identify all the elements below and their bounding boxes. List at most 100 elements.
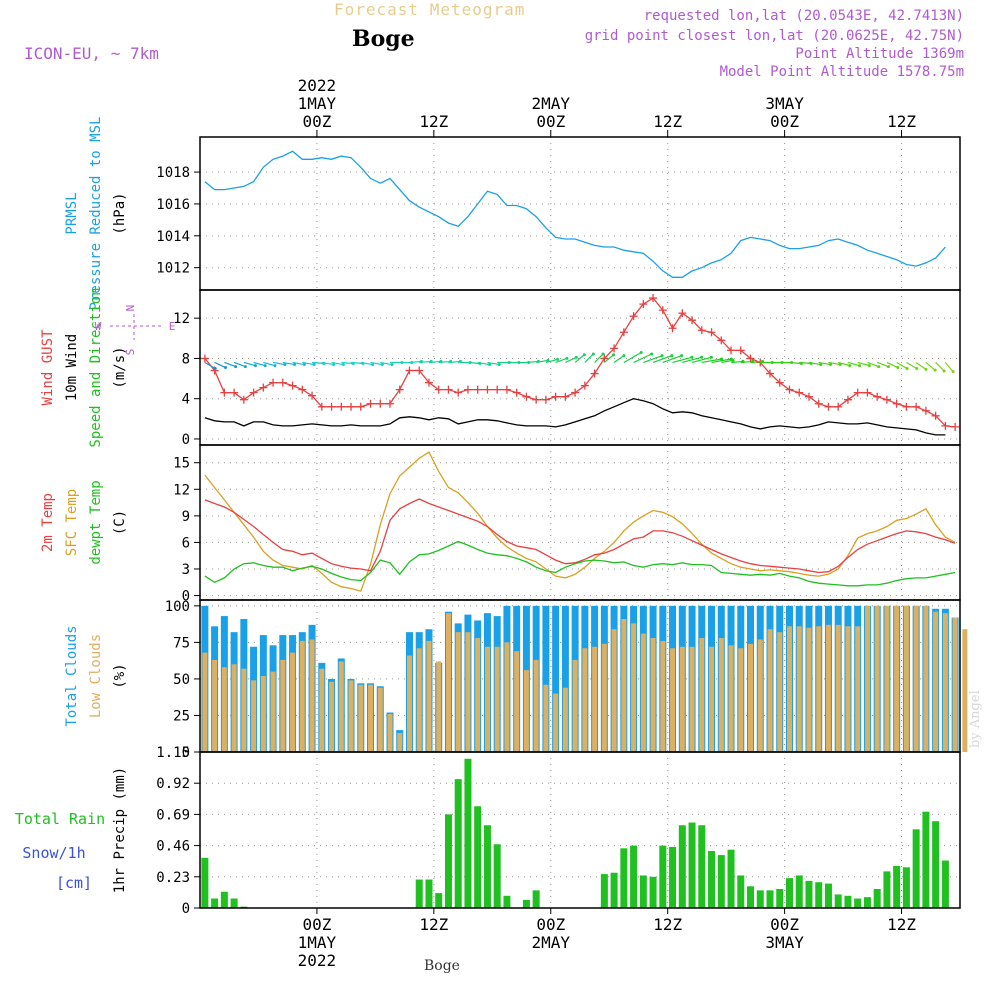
wind-arrow <box>409 360 422 364</box>
wind-arrow <box>603 354 614 363</box>
marker-gust <box>308 391 317 400</box>
bar-rain <box>678 825 686 908</box>
wind-arrow-head <box>915 366 919 370</box>
ylabel-clouds: (%) <box>112 663 128 688</box>
wind-arrow <box>857 361 870 367</box>
bar-low_clouds <box>553 693 559 752</box>
bar-low_clouds <box>933 611 939 752</box>
ytick-label-clouds: 25 <box>173 708 190 724</box>
ylabel-pressure: (hPa) <box>112 192 128 234</box>
marker-gust <box>843 395 852 404</box>
bar-low_clouds <box>874 605 880 752</box>
bar-low_clouds <box>806 627 812 752</box>
marker-gust <box>785 385 794 394</box>
marker-gust <box>727 346 736 355</box>
bar-rain <box>454 779 462 908</box>
marker-gust <box>580 381 589 390</box>
ytick-label-precip: 0.69 <box>156 807 190 823</box>
wind-arrow <box>545 358 558 364</box>
marker-gust <box>629 312 638 321</box>
wind-arrow <box>204 361 216 369</box>
wind-arrow <box>828 361 841 366</box>
bar-rain <box>766 890 774 908</box>
marker-gust <box>873 392 882 401</box>
panel-frame-precip <box>199 751 961 909</box>
bar-rain <box>873 889 881 908</box>
ylabel-temperature: dewpt Temp <box>88 480 104 564</box>
model-altitude: Model Point Altitude 1578.75m <box>719 64 964 80</box>
wind-arrow <box>643 355 663 364</box>
marker-gust <box>454 388 463 397</box>
wind-arrow <box>682 356 702 364</box>
bar-rain <box>854 898 862 908</box>
marker-gust <box>493 385 502 394</box>
marker-gust <box>347 402 356 411</box>
bar-rain <box>435 893 443 908</box>
wind-arrow-head <box>582 353 586 357</box>
marker-gust <box>912 402 921 411</box>
wind-arrow <box>584 353 594 363</box>
bottom-time-label: 2MAY <box>532 933 571 952</box>
wind-arrow <box>662 355 682 364</box>
bar-rain <box>698 825 706 908</box>
bar-low_clouds <box>709 646 715 752</box>
wind-arrow <box>467 361 480 365</box>
bar-low_clouds <box>338 661 344 752</box>
marker-gust <box>766 369 774 378</box>
bar-rain <box>630 845 638 908</box>
bar-rain <box>220 891 228 908</box>
wind-arrow <box>292 361 305 366</box>
bar-low_clouds <box>202 652 208 752</box>
bar-low_clouds <box>290 652 296 752</box>
wind-arrow-head <box>650 352 654 356</box>
precip-side-label: Total Rain <box>15 810 105 828</box>
bar-low_clouds <box>260 676 266 752</box>
top-time-label: 3MAY <box>765 94 804 113</box>
wind-arrow <box>536 359 549 364</box>
wind-arrow <box>526 360 539 364</box>
ylabel-temperature: (C) <box>112 510 128 535</box>
marker-gust <box>600 354 609 363</box>
bar-low_clouds <box>757 639 763 752</box>
marker-gust <box>483 385 492 394</box>
wind-arrow-head <box>858 364 862 368</box>
wind-arrow <box>730 360 744 364</box>
wind-arrow <box>555 357 568 364</box>
wind-arrow <box>915 361 927 370</box>
wind-arrow-head <box>670 354 674 358</box>
bar-low_clouds <box>212 659 218 752</box>
wind-arrow <box>896 361 908 369</box>
marker-gust <box>424 378 433 387</box>
bar-rain <box>464 758 472 908</box>
ytick-label-precip: 0.92 <box>156 776 190 792</box>
bar-low_clouds <box>299 640 305 752</box>
wind-arrow-head <box>312 363 316 367</box>
bar-rain <box>415 879 423 908</box>
wind-arrow-head <box>731 358 735 362</box>
wind-arrow-head <box>867 364 871 368</box>
bar-low_clouds <box>621 619 627 752</box>
wind-arrow <box>808 361 821 366</box>
bar-low_clouds <box>845 626 851 752</box>
bar-low_clouds <box>816 626 822 752</box>
marker-gust <box>834 402 843 411</box>
wind-arrow-head <box>660 354 664 358</box>
ylabel-precip: 1hr Precip (mm) <box>112 767 128 893</box>
marker-gust <box>668 324 677 333</box>
grid-point-coords: grid point closest lon,lat (20.0625E, 42… <box>584 28 964 44</box>
bar-low_clouds <box>484 646 490 752</box>
bar-rain <box>776 889 784 908</box>
model-label: ICON-EU, ~ 7km <box>24 44 159 63</box>
bar-rain <box>201 857 209 908</box>
wind-arrow <box>419 360 432 364</box>
marker-gust <box>239 395 248 404</box>
bar-low_clouds <box>514 651 520 752</box>
wind-arrow-head <box>223 366 227 370</box>
marker-gust <box>571 388 580 397</box>
wind-arrow <box>876 361 889 368</box>
ytick-label-wind: 12 <box>173 311 190 327</box>
marker-gust <box>707 328 716 337</box>
bottom-time-label: 12Z <box>653 915 682 934</box>
marker-gust <box>366 399 375 408</box>
ytick-label-clouds: 100 <box>165 599 190 615</box>
